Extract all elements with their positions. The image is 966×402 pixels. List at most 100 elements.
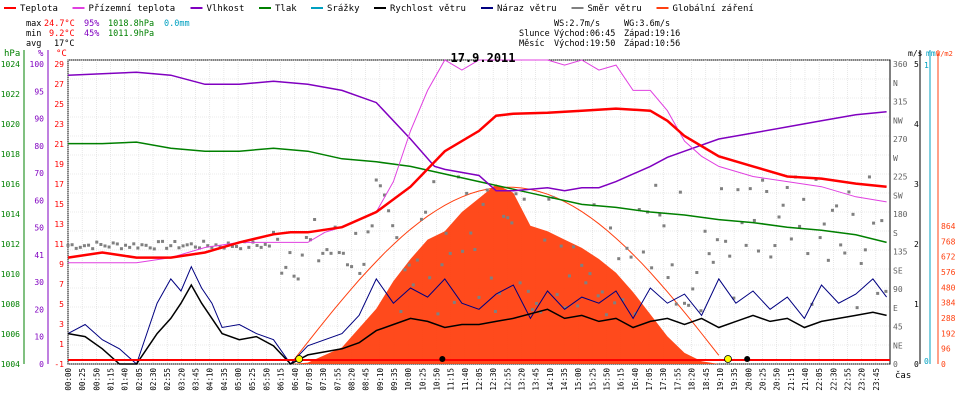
x-axis-tick: 16:15 xyxy=(617,368,626,391)
wind-direction-point xyxy=(654,183,658,187)
wind-direction-point xyxy=(752,218,756,222)
x-axis-tick: 17:30 xyxy=(659,368,668,391)
direction-axis-tick: 90 xyxy=(893,285,903,294)
percent-axis-label: % xyxy=(38,49,44,59)
percent-axis-tick: 0 xyxy=(39,360,44,369)
wind-direction-point xyxy=(863,248,867,252)
x-axis-tick: 17:05 xyxy=(645,368,654,391)
wind-direction-point xyxy=(641,250,645,254)
series-ground-temp-line xyxy=(68,59,887,264)
celsius-axis-tick: 1 xyxy=(59,340,64,349)
wind-direction-point xyxy=(148,246,152,250)
wind-direction-point xyxy=(596,294,600,298)
wind-direction-point xyxy=(296,277,300,281)
wm2-axis-label: W/m2 xyxy=(936,50,953,58)
x-axis-tick: 14:35 xyxy=(560,368,569,391)
x-axis-tick: 01:15 xyxy=(107,368,116,391)
sunrise-marker xyxy=(295,355,304,363)
wm2-axis-tick: 0 xyxy=(941,360,946,369)
wind-direction-point xyxy=(522,197,526,201)
wind-direction-point xyxy=(280,271,284,275)
wind-direction-point xyxy=(358,271,362,275)
celsius-axis-tick: 29 xyxy=(54,60,64,69)
wind-direction-point xyxy=(440,263,444,267)
wind-direction-point xyxy=(177,246,181,250)
wind-direction-point xyxy=(374,178,378,182)
wind-direction-point xyxy=(284,265,288,269)
percent-axis-tick: 80 xyxy=(34,142,44,151)
x-axis-label: čas xyxy=(895,370,911,381)
x-axis-tick: 21:15 xyxy=(787,368,796,391)
x-axis-tick: 02:55 xyxy=(163,368,172,391)
x-axis-tick: 07:30 xyxy=(319,368,328,391)
legend-label: Vlhkost xyxy=(207,4,245,14)
wind-direction-point xyxy=(181,244,185,248)
wind-direction-point xyxy=(185,243,189,247)
wind-direction-point xyxy=(115,242,119,246)
wind-direction-point xyxy=(317,259,321,263)
wind-direction-point xyxy=(674,302,678,306)
wind-direction-point xyxy=(91,247,95,251)
wm2-axis-tick: 480 xyxy=(941,283,956,292)
hpa-axis-tick: 1010 xyxy=(1,270,20,279)
chart-title: 17.9.2011 xyxy=(450,51,515,65)
wind-direction-point xyxy=(103,244,107,248)
wind-direction-point xyxy=(214,243,218,247)
moon-rise-text: Východ:19:50 xyxy=(554,39,615,49)
wind-direction-point xyxy=(555,293,559,297)
series-wind-speed-line xyxy=(67,283,887,365)
wind-direction-point xyxy=(354,231,358,235)
stat-min-temp: 9.2°C xyxy=(49,29,75,39)
direction-axis-tick: NE xyxy=(893,341,903,350)
wind-direction-point xyxy=(884,289,888,293)
wind-direction-point xyxy=(448,251,452,255)
wind-direction-point xyxy=(444,231,448,235)
celsius-axis-label: °C xyxy=(56,49,67,59)
wind-direction-point xyxy=(559,244,563,248)
wind-direction-point xyxy=(124,243,128,247)
wind-direction-point xyxy=(826,258,830,262)
wind-direction-point xyxy=(785,185,789,189)
stat-max-hum: 95% xyxy=(84,19,99,29)
wind-direction-point xyxy=(230,244,234,248)
wind-direction-point xyxy=(621,298,625,302)
mm-axis-tick: 0 xyxy=(924,357,929,366)
direction-axis-tick: 360 xyxy=(893,60,908,69)
percent-axis-tick: 100 xyxy=(30,60,45,69)
wind-direction-point xyxy=(711,260,715,264)
wind-direction-point xyxy=(345,263,349,267)
wind-direction-point xyxy=(218,245,222,249)
wind-direction-point xyxy=(382,193,386,197)
wind-direction-point xyxy=(403,268,407,272)
x-axis-tick: 08:20 xyxy=(347,368,356,391)
x-axis-tick: 08:45 xyxy=(362,368,371,391)
wind-direction-point xyxy=(756,249,760,253)
wind-direction-point xyxy=(572,245,576,249)
legend-label: Rychlost větru xyxy=(390,4,466,14)
x-axis-tick: 20:25 xyxy=(758,368,767,391)
wind-direction-point xyxy=(506,216,510,220)
wind-ws-text: WS:2.7m/s xyxy=(554,19,600,29)
wind-direction-point xyxy=(321,251,325,255)
wind-direction-point xyxy=(666,276,670,280)
mm-axis-tick: 1 xyxy=(924,61,929,70)
direction-axis-tick: NW xyxy=(893,116,903,125)
wind-direction-point xyxy=(876,291,880,295)
wind-direction-point xyxy=(518,281,522,285)
x-axis-tick: 15:00 xyxy=(574,368,583,391)
wind-direction-point xyxy=(82,244,86,248)
wind-direction-point xyxy=(136,246,140,250)
wind-direction-point xyxy=(419,217,423,221)
wind-direction-point xyxy=(165,246,169,250)
x-axis-tick: 06:40 xyxy=(291,368,300,391)
wind-direction-point xyxy=(629,255,633,259)
wind-direction-point xyxy=(658,213,662,217)
wind-direction-point xyxy=(292,274,296,278)
wind-direction-point xyxy=(107,245,111,249)
wind-direction-point xyxy=(74,246,78,250)
x-axis-tick: 02:05 xyxy=(135,368,144,391)
percent-axis-tick: 70 xyxy=(34,169,44,178)
wind-direction-point xyxy=(843,251,847,255)
percent-axis-tick: 20 xyxy=(34,305,44,314)
